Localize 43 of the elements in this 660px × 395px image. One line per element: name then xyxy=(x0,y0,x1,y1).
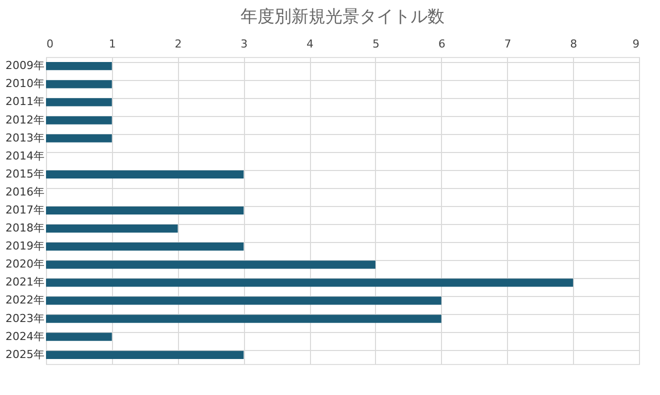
bar xyxy=(46,242,244,251)
bar xyxy=(46,224,178,233)
bar xyxy=(46,296,442,305)
bar xyxy=(46,80,112,88)
bar xyxy=(46,134,112,142)
x-tick-label: 7 xyxy=(504,38,512,50)
bar xyxy=(46,332,112,341)
x-tick-label: 8 xyxy=(570,38,578,50)
x-tick-label: 2 xyxy=(174,38,182,50)
y-tick-label: 2024年 xyxy=(6,330,44,343)
chart-title: 年度別新規光景タイトル数 xyxy=(240,7,444,27)
y-tick-label: 2019年 xyxy=(6,240,44,253)
y-tick-label: 2016年 xyxy=(6,185,44,198)
y-tick-label: 2020年 xyxy=(6,258,44,271)
bar xyxy=(46,260,376,269)
bar xyxy=(46,206,244,215)
x-tick-label: 5 xyxy=(372,38,380,50)
y-tick-label: 2018年 xyxy=(6,222,44,235)
x-tick-label: 0 xyxy=(46,38,54,50)
bar xyxy=(46,116,112,124)
y-tick-label: 2009年 xyxy=(6,59,44,72)
y-tick-label: 2011年 xyxy=(6,95,44,108)
bar xyxy=(46,98,112,106)
x-tick-label: 6 xyxy=(438,38,446,50)
x-tick-label: 1 xyxy=(108,38,116,50)
x-tick-label: 9 xyxy=(632,38,640,50)
y-tick-label: 2013年 xyxy=(6,131,44,144)
x-tick-label: 4 xyxy=(306,38,314,50)
y-tick-label: 2014年 xyxy=(6,149,44,162)
y-tick-label: 2012年 xyxy=(6,113,44,126)
y-tick-label: 2021年 xyxy=(6,276,44,289)
x-tick-label: 3 xyxy=(240,38,248,50)
y-tick-label: 2025年 xyxy=(6,348,44,361)
bar xyxy=(46,278,574,287)
bar xyxy=(46,314,442,323)
bar xyxy=(46,170,244,178)
bar xyxy=(46,350,244,359)
y-tick-label: 2010年 xyxy=(6,77,44,90)
bar xyxy=(46,62,112,70)
y-tick-label: 2022年 xyxy=(6,294,44,307)
y-tick-label: 2023年 xyxy=(6,312,44,325)
y-tick-label: 2017年 xyxy=(6,204,44,216)
y-tick-label: 2015年 xyxy=(6,167,44,180)
